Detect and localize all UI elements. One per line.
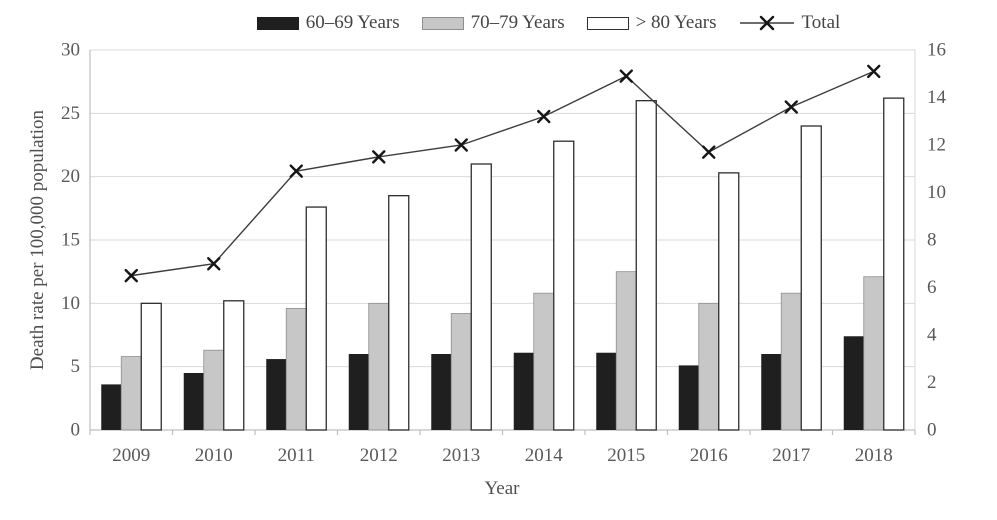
x-axis-tick-label: 2011: [278, 445, 315, 466]
legend-label-over-80: > 80 Years: [635, 12, 717, 33]
bar-60-69-years-2014: [513, 352, 534, 430]
right-axis-tick-label: 4: [927, 325, 937, 346]
legend-label-total: Total: [801, 12, 841, 33]
total-marker-icon: [124, 268, 138, 283]
x-axis-tick-label: 2018: [855, 445, 893, 466]
bar-70-79-years-2010: [203, 349, 225, 431]
bar--80-years-2016: [718, 172, 740, 431]
left-axis-tick-label: 0: [71, 420, 81, 441]
bar-60-69-years-2010: [183, 373, 204, 430]
x-axis-tick-label: 2017: [772, 445, 810, 466]
total-marker-icon: [619, 69, 633, 83]
bar--80-years-2014: [553, 140, 575, 431]
left-axis-tick-label: 15: [61, 230, 80, 251]
right-axis-tick-label: 2: [927, 372, 937, 393]
bar-70-79-years-2015: [615, 271, 637, 431]
x-axis-tick-label: 2016: [690, 445, 728, 466]
right-axis-tick-label: 0: [927, 420, 937, 441]
total-line-marker-icon: [739, 15, 794, 31]
x-axis-tick-label: 2013: [442, 445, 480, 466]
bar-60-69-years-2015: [596, 352, 617, 430]
x-axis-tick-label: 2010: [195, 445, 233, 466]
bar--80-years-2018: [883, 97, 905, 431]
right-axis-tick-label: 6: [927, 277, 937, 298]
bar--80-years-2015: [635, 100, 657, 431]
bar--80-years-2011: [305, 206, 327, 431]
bar--80-years-2013: [470, 163, 492, 431]
chart-legend: 60–69 Years 70–79 Years > 80 Years Total: [0, 12, 997, 34]
left-axis-tick-label: 30: [61, 40, 80, 61]
left-axis-tick-label: 25: [61, 103, 80, 124]
total-marker-icon: [537, 109, 551, 124]
total-marker-icon: [372, 150, 386, 164]
x-axis-tick-label: 2012: [360, 445, 398, 466]
x-axis-tick-label: 2014: [525, 445, 564, 466]
right-axis-tick-label: 16: [927, 40, 946, 61]
bar-60-69-years-2011: [266, 359, 287, 430]
legend-item-over-80: > 80 Years: [586, 12, 717, 34]
legend-label-60-69: 60–69 Years: [305, 12, 400, 33]
legend-item-70-79: 70–79 Years: [421, 12, 565, 34]
total-marker-icon: [289, 164, 303, 178]
total-marker-icon: [702, 145, 716, 159]
bar-70-79-years-2017: [780, 292, 802, 431]
total-marker-icon: [867, 64, 881, 79]
total-marker-icon: [454, 138, 468, 152]
bar-swatch-60-69-icon: [256, 16, 299, 30]
x-axis-tick-label: 2009: [112, 445, 150, 466]
bar-70-79-years-2009: [120, 356, 142, 431]
legend-item-total: Total: [739, 12, 841, 34]
legend-item-60-69: 60–69 Years: [256, 12, 400, 34]
total-line: [131, 70, 875, 277]
total-marker-icon: [784, 100, 798, 114]
bar-70-79-years-2013: [450, 313, 472, 431]
right-axis-tick-label: 10: [927, 182, 946, 203]
right-axis-tick-label: 8: [927, 230, 937, 251]
left-axis-tick-label: 20: [61, 166, 80, 187]
x-axis-tick-label: 2015: [607, 445, 645, 466]
bar-70-79-years-2014: [533, 292, 555, 431]
bar--80-years-2010: [223, 300, 245, 431]
x-axis-title: Year: [484, 478, 520, 499]
bar-70-79-years-2012: [368, 302, 390, 431]
left-axis-tick-label: 5: [71, 356, 81, 377]
bar-60-69-years-2012: [348, 354, 369, 430]
bar-60-69-years-2017: [761, 354, 782, 430]
bar-60-69-years-2009: [101, 384, 122, 430]
bar--80-years-2012: [388, 195, 410, 431]
bar-60-69-years-2018: [843, 336, 864, 430]
legend-label-70-79: 70–79 Years: [470, 12, 565, 33]
total-marker-icon: [207, 257, 221, 271]
bar--80-years-2009: [140, 302, 162, 431]
bar-70-79-years-2018: [863, 276, 885, 431]
bar-swatch-70-79-icon: [421, 16, 464, 30]
bar-70-79-years-2016: [698, 302, 720, 431]
right-axis-tick-label: 14: [927, 87, 947, 108]
bar-70-79-years-2011: [285, 307, 307, 431]
bar--80-years-2017: [800, 125, 822, 431]
left-axis-tick-label: 10: [61, 293, 80, 314]
bar-60-69-years-2013: [431, 354, 452, 430]
bar-60-69-years-2016: [678, 365, 699, 430]
bar-swatch-over-80-icon: [586, 16, 629, 30]
right-axis-tick-label: 12: [927, 135, 946, 156]
